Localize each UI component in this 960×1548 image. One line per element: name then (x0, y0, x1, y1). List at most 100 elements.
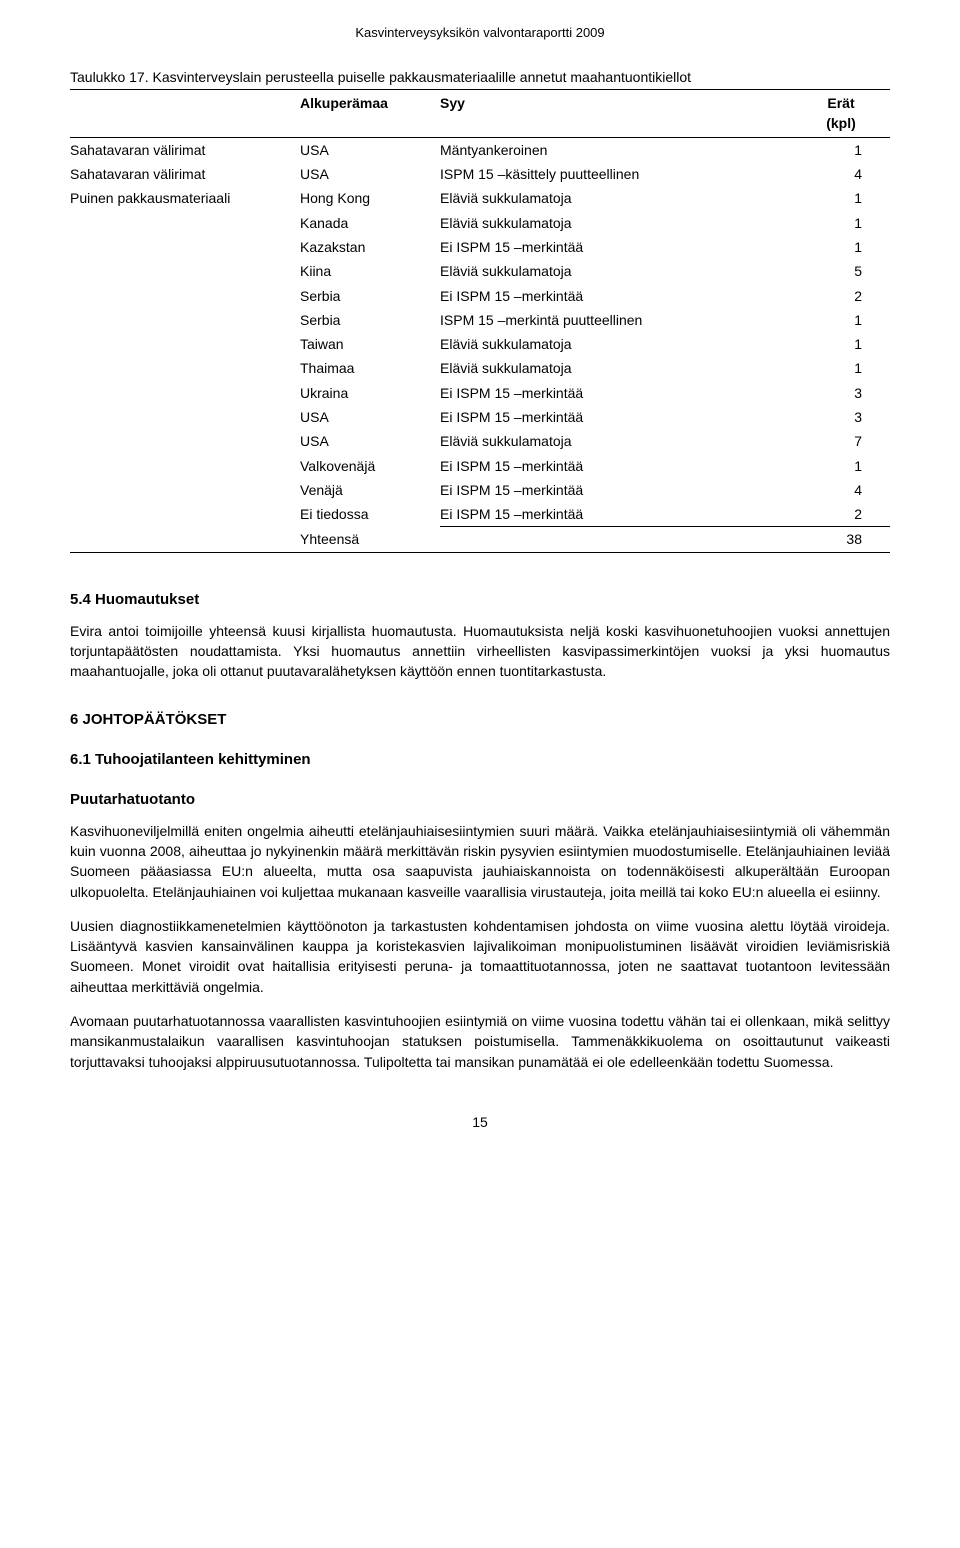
cell-country: Venäjä (300, 478, 440, 502)
cell-country: Kazakstan (300, 235, 440, 259)
cell-country: Valkovenäjä (300, 454, 440, 478)
cell-country: Kiina (300, 259, 440, 283)
cell-count: 1 (800, 356, 890, 380)
cell-material (70, 478, 300, 502)
cell-country: Serbia (300, 308, 440, 332)
table-header-row: Alkuperämaa Syy Erät (kpl) (70, 90, 890, 138)
table-row: Sahatavaran välirimatUSAISPM 15 –käsitte… (70, 162, 890, 186)
cell-material (70, 211, 300, 235)
cell-reason: Eläviä sukkulamatoja (440, 211, 800, 235)
table-row: USAEläviä sukkulamatoja7 (70, 429, 890, 453)
cell-reason: ISPM 15 –käsittely puutteellinen (440, 162, 800, 186)
table-row: TaiwanEläviä sukkulamatoja1 (70, 332, 890, 356)
section-6-1-subheading: Puutarhatuotanto (70, 789, 890, 811)
cell-country: USA (300, 405, 440, 429)
table-caption: Taulukko 17. Kasvinterveyslain perusteel… (70, 67, 890, 87)
cell-reason: Eläviä sukkulamatoja (440, 356, 800, 380)
cell-material (70, 332, 300, 356)
table-row: ThaimaaEläviä sukkulamatoja1 (70, 356, 890, 380)
total-value: 38 (800, 527, 890, 552)
cell-reason: Eläviä sukkulamatoja (440, 186, 800, 210)
cell-material (70, 235, 300, 259)
cell-reason: Ei ISPM 15 –merkintää (440, 284, 800, 308)
table-row: KanadaEläviä sukkulamatoja1 (70, 211, 890, 235)
cell-reason: Eläviä sukkulamatoja (440, 259, 800, 283)
cell-reason: Eläviä sukkulamatoja (440, 332, 800, 356)
cell-material (70, 381, 300, 405)
cell-count: 1 (800, 235, 890, 259)
cell-reason: Ei ISPM 15 –merkintää (440, 478, 800, 502)
table-row: Sahatavaran välirimatUSAMäntyankeroinen1 (70, 137, 890, 162)
cell-count: 1 (800, 454, 890, 478)
col-header-blank (70, 90, 300, 138)
cell-country: Ukraina (300, 381, 440, 405)
cell-count: 1 (800, 211, 890, 235)
cell-material (70, 502, 300, 527)
cell-count: 7 (800, 429, 890, 453)
cell-reason: Eläviä sukkulamatoja (440, 429, 800, 453)
cell-reason: Ei ISPM 15 –merkintää (440, 502, 800, 527)
cell-count: 3 (800, 405, 890, 429)
section-6-para-2: Uusien diagnostiikkamenetelmien käyttöön… (70, 916, 890, 997)
table-row: UkrainaEi ISPM 15 –merkintää3 (70, 381, 890, 405)
page-number: 15 (70, 1112, 890, 1132)
cell-country: Thaimaa (300, 356, 440, 380)
cell-count: 1 (800, 186, 890, 210)
cell-count: 4 (800, 478, 890, 502)
section-6-title: 6 JOHTOPÄÄTÖKSET (70, 709, 890, 731)
cell-country: Ei tiedossa (300, 502, 440, 527)
col-header-count: Erät (kpl) (800, 90, 890, 138)
cell-count: 1 (800, 332, 890, 356)
cell-material (70, 356, 300, 380)
cell-material: Sahatavaran välirimat (70, 162, 300, 186)
cell-reason: Ei ISPM 15 –merkintää (440, 381, 800, 405)
cell-country: Kanada (300, 211, 440, 235)
cell-count: 2 (800, 502, 890, 527)
cell-country: USA (300, 162, 440, 186)
section-6-para-1: Kasvihuoneviljelmillä eniten ongelmia ai… (70, 821, 890, 902)
cell-count: 3 (800, 381, 890, 405)
cell-country: USA (300, 137, 440, 162)
cell-count: 4 (800, 162, 890, 186)
cell-material (70, 405, 300, 429)
cell-count: 1 (800, 308, 890, 332)
cell-reason: Ei ISPM 15 –merkintää (440, 405, 800, 429)
table-row: VenäjäEi ISPM 15 –merkintää4 (70, 478, 890, 502)
cell-country: Hong Kong (300, 186, 440, 210)
cell-reason: Mäntyankeroinen (440, 137, 800, 162)
cell-country: Taiwan (300, 332, 440, 356)
table-row: SerbiaISPM 15 –merkintä puutteellinen1 (70, 308, 890, 332)
section-5-4-title: 5.4 Huomautukset (70, 589, 890, 611)
page-header: Kasvinterveysyksikön valvontaraportti 20… (70, 24, 890, 43)
table-total-row: Yhteensä38 (70, 527, 890, 552)
table-row: USAEi ISPM 15 –merkintää3 (70, 405, 890, 429)
cell-material (70, 454, 300, 478)
data-table: Alkuperämaa Syy Erät (kpl) Sahatavaran v… (70, 89, 890, 553)
cell-count: 1 (800, 137, 890, 162)
table-row: KiinaEläviä sukkulamatoja5 (70, 259, 890, 283)
table-row: Puinen pakkausmateriaaliHong KongEläviä … (70, 186, 890, 210)
section-6-1-title: 6.1 Tuhoojatilanteen kehittyminen (70, 749, 890, 771)
col-header-count-line1: Erät (827, 95, 854, 111)
col-header-reason: Syy (440, 90, 800, 138)
col-header-country: Alkuperämaa (300, 90, 440, 138)
cell-count: 2 (800, 284, 890, 308)
cell-material (70, 284, 300, 308)
section-6-para-3: Avomaan puutarhatuotannossa vaarallisten… (70, 1011, 890, 1072)
col-header-count-line2: (kpl) (826, 115, 856, 131)
cell-material (70, 259, 300, 283)
cell-country: USA (300, 429, 440, 453)
cell-country: Serbia (300, 284, 440, 308)
table-row: SerbiaEi ISPM 15 –merkintää2 (70, 284, 890, 308)
cell-material (70, 429, 300, 453)
cell-reason: Ei ISPM 15 –merkintää (440, 454, 800, 478)
cell-material: Sahatavaran välirimat (70, 137, 300, 162)
cell-reason: ISPM 15 –merkintä puutteellinen (440, 308, 800, 332)
cell-count: 5 (800, 259, 890, 283)
table-row: KazakstanEi ISPM 15 –merkintää1 (70, 235, 890, 259)
cell-material: Puinen pakkausmateriaali (70, 186, 300, 210)
cell-material (70, 308, 300, 332)
table-row: Ei tiedossaEi ISPM 15 –merkintää2 (70, 502, 890, 527)
table-row: ValkovenäjäEi ISPM 15 –merkintää1 (70, 454, 890, 478)
section-5-4-para: Evira antoi toimijoille yhteensä kuusi k… (70, 621, 890, 682)
